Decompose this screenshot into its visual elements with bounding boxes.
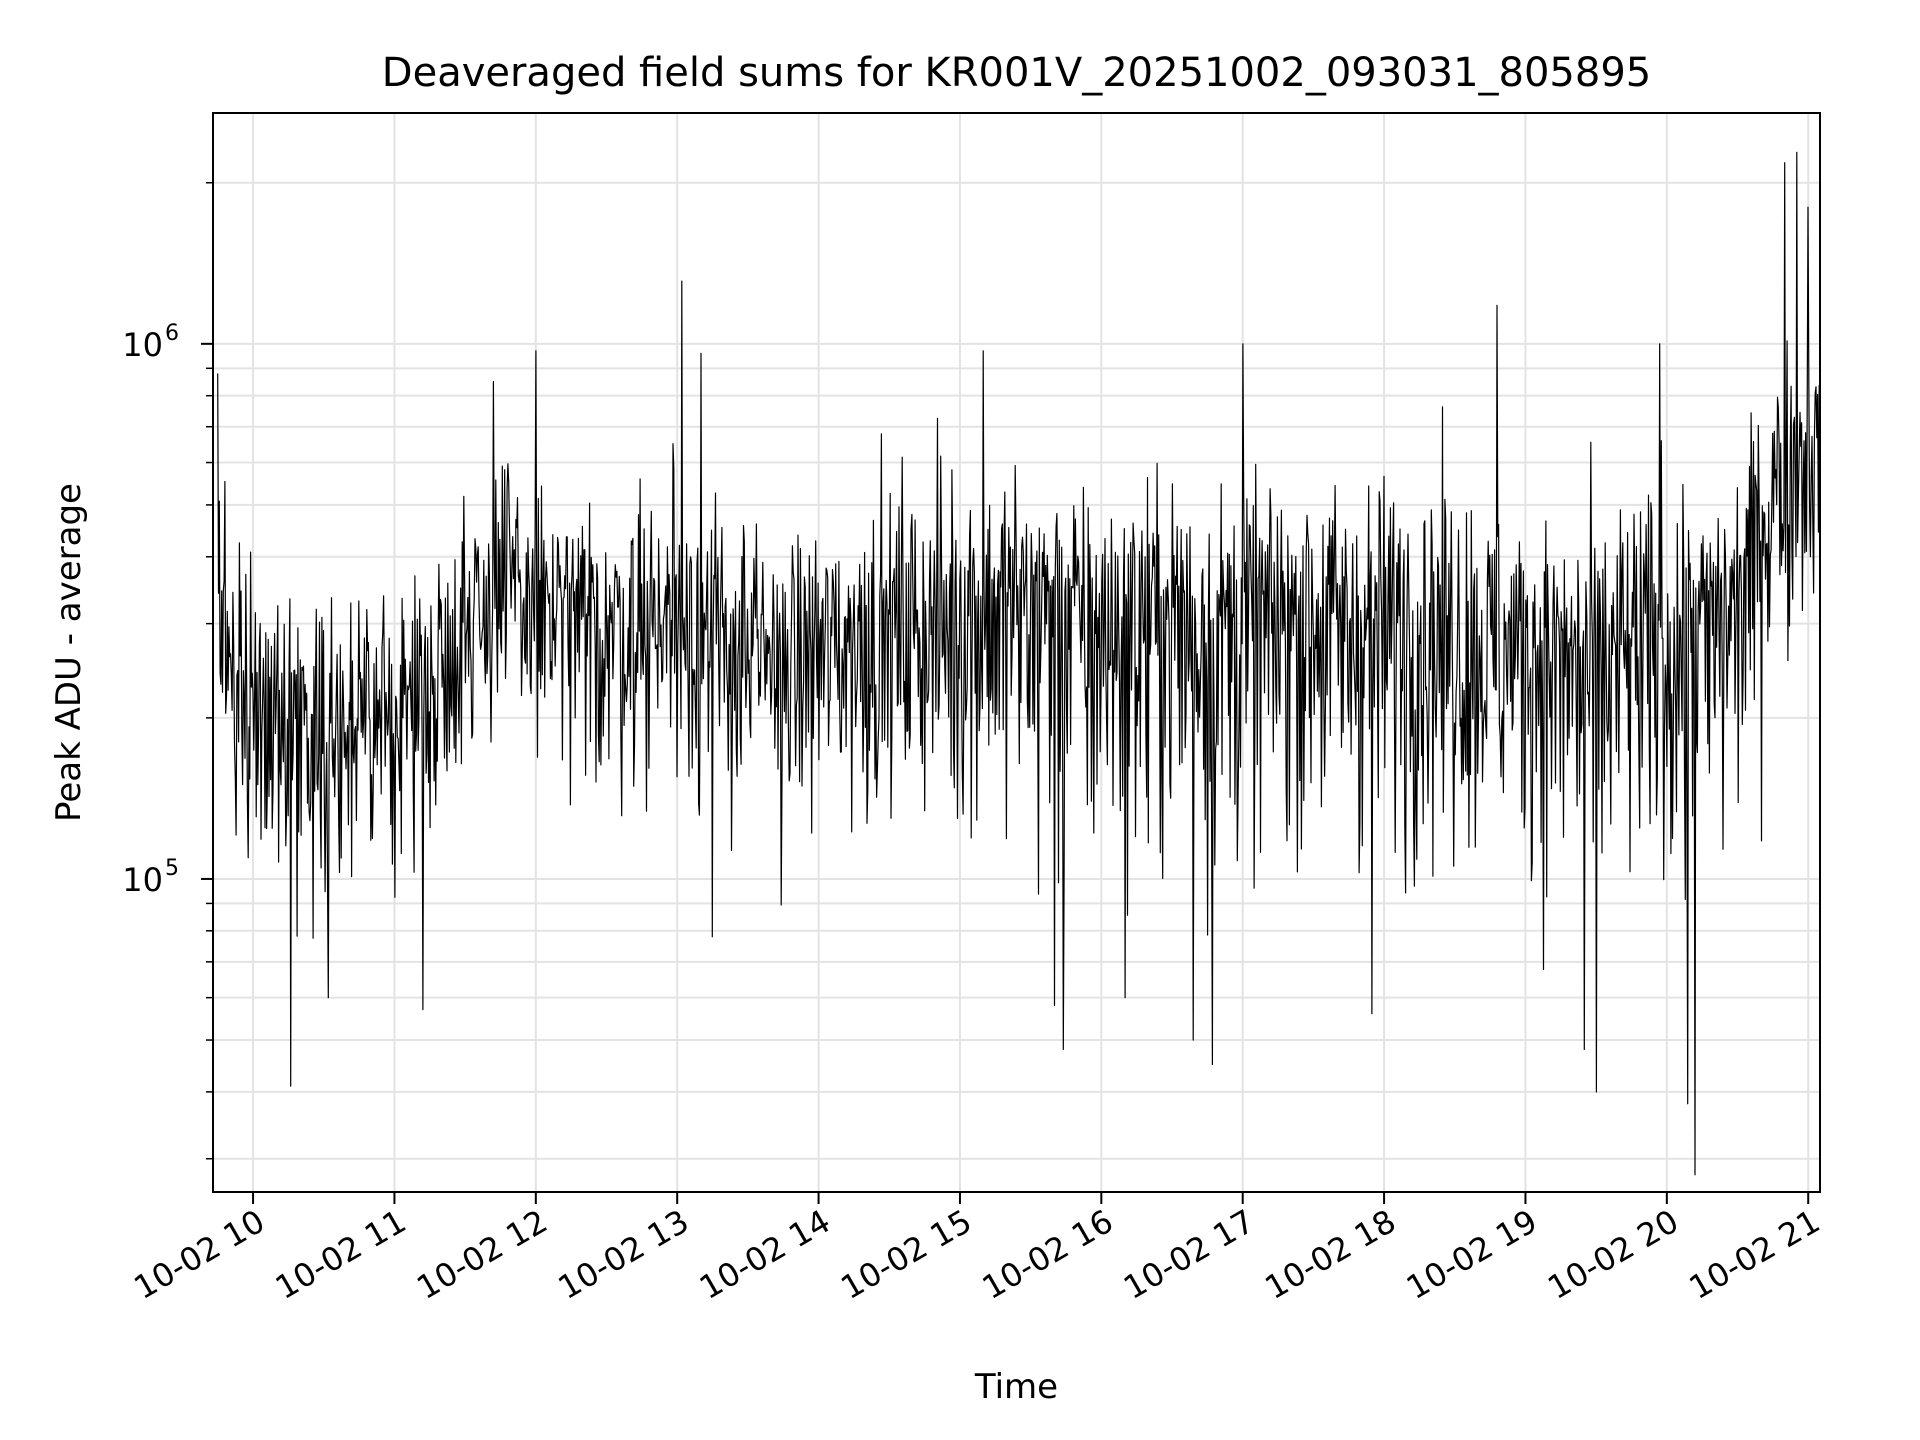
x-tick-label: 10-02 10 (127, 1202, 271, 1307)
y-tick-label: 10 (122, 326, 163, 364)
chart-title: Deaveraged field sums for KR001V_2025100… (382, 50, 1651, 96)
x-tick-label: 10-02 21 (1683, 1202, 1827, 1307)
x-tick-label: 10-02 18 (1258, 1202, 1402, 1307)
series-line (217, 151, 1821, 1176)
y-axis-label: Peak ADU - average (49, 483, 89, 822)
x-tick-label: 10-02 14 (693, 1202, 837, 1307)
x-tick-label: 10-02 19 (1400, 1202, 1544, 1307)
data-series (217, 151, 1821, 1176)
y-tick-label: 10 (122, 861, 163, 899)
y-tick-label-exponent: 6 (165, 321, 179, 346)
x-tick-label: 10-02 15 (834, 1202, 978, 1307)
x-tick-label: 10-02 13 (552, 1202, 696, 1307)
x-tick-label: 10-02 17 (1117, 1202, 1261, 1307)
x-tick-label: 10-02 11 (269, 1202, 413, 1307)
x-tick-label: 10-02 12 (410, 1202, 554, 1307)
x-tick-label: 10-02 20 (1541, 1202, 1685, 1307)
x-tick-label: 10-02 16 (976, 1202, 1120, 1307)
y-tick-label-exponent: 5 (165, 856, 179, 881)
x-axis-label: Time (974, 1367, 1058, 1407)
plot-frame (212, 112, 1821, 1193)
